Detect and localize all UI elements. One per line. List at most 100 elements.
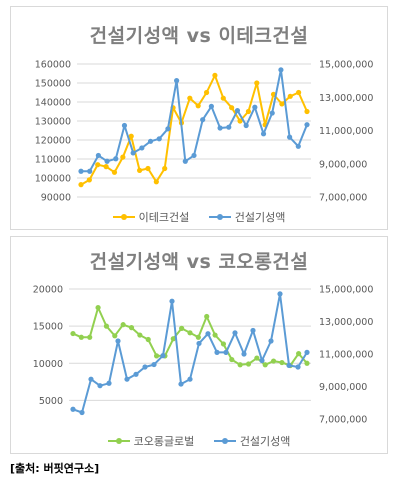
right-axis-tick-label: 13,000,000 <box>319 93 373 104</box>
legend-item-construction: 건설기성액 <box>208 209 285 225</box>
data-point <box>95 304 101 311</box>
right-axis-tick-label: 15,000,000 <box>319 285 373 296</box>
data-point <box>111 169 118 175</box>
data-point <box>268 338 274 344</box>
data-point <box>165 126 171 132</box>
legend-label: 이테크건설 <box>138 211 190 224</box>
data-point <box>70 406 76 412</box>
data-point <box>133 371 139 377</box>
data-point <box>295 143 301 149</box>
chart-panel-kolon: 건설기성액 vs 코오롱건설 20000 15000 10000 5000 15,000… <box>10 236 388 454</box>
data-point <box>237 362 243 368</box>
data-point <box>260 131 267 137</box>
data-point <box>103 164 109 170</box>
right-axis-tick-label: 9,000,000 <box>319 159 367 170</box>
data-point <box>279 101 285 107</box>
data-point <box>87 334 93 340</box>
data-point <box>278 67 284 73</box>
data-point <box>137 332 143 338</box>
data-point <box>254 80 260 86</box>
data-point <box>234 107 241 114</box>
data-point <box>212 332 218 338</box>
data-point <box>182 158 188 164</box>
data-point <box>97 383 103 389</box>
data-point <box>200 117 206 123</box>
data-point <box>296 351 302 357</box>
data-point <box>103 323 110 329</box>
data-point <box>78 168 84 174</box>
data-point <box>241 351 247 357</box>
legend-swatch-blue <box>213 437 236 445</box>
left-axis-tick-label: 100000 <box>35 174 71 185</box>
data-point <box>252 104 258 110</box>
data-point <box>287 93 293 99</box>
data-point <box>151 361 157 368</box>
data-point <box>87 168 93 174</box>
data-point <box>304 360 310 366</box>
left-axis-tick-label: 140000 <box>35 98 71 109</box>
data-point <box>156 136 162 142</box>
data-point <box>174 78 180 84</box>
legend-label: 코오롱글로벌 <box>133 435 195 448</box>
data-point <box>124 376 130 382</box>
data-point <box>296 89 302 96</box>
data-point <box>160 353 166 359</box>
data-point <box>95 152 101 159</box>
chart-panel-etech: 건설기성액 vs 이테크건설 160000 150000 140000 130000 1… <box>10 6 388 230</box>
data-point <box>250 327 256 334</box>
data-point <box>86 177 92 183</box>
data-point <box>287 134 293 140</box>
right-axis-tick-label: 9,000,000 <box>319 382 367 393</box>
data-point <box>279 359 285 366</box>
data-point <box>195 334 201 340</box>
right-axis-tick-label: 7,000,000 <box>319 193 367 204</box>
legend-item-kolon: 코오롱글로벌 <box>107 433 195 449</box>
data-point <box>220 341 227 347</box>
data-point <box>153 179 159 185</box>
data-point <box>121 122 128 129</box>
legend-swatch-blue <box>208 213 231 221</box>
left-axis-tick-label: 110000 <box>35 155 71 166</box>
data-point <box>270 358 277 364</box>
left-axis-tick-label: 90000 <box>41 193 71 204</box>
data-point <box>178 381 184 387</box>
data-point <box>229 356 235 363</box>
chart-title: 건설기성액 vs 이테크건설 <box>89 25 309 47</box>
data-point <box>70 330 76 337</box>
chart-legend: 이테크건설 건설기성액 <box>11 209 387 225</box>
legend-item-etech: 이테크건설 <box>112 209 190 225</box>
data-point <box>259 357 265 364</box>
data-point <box>120 154 126 160</box>
data-point <box>277 291 283 297</box>
right-axis-tick-label: 11,000,000 <box>319 350 373 361</box>
data-point <box>245 361 252 367</box>
data-point <box>128 133 134 139</box>
data-point <box>170 336 176 342</box>
chart-legend: 코오롱글로벌 건설기성액 <box>11 433 387 449</box>
data-point <box>304 349 310 355</box>
data-point <box>136 167 143 173</box>
data-point <box>139 145 145 151</box>
data-point <box>187 330 193 336</box>
data-point <box>95 162 101 168</box>
source-note: [출처: 버핏연구소] <box>10 462 100 475</box>
data-point <box>203 89 210 96</box>
left-axis-tick-label: 5000 <box>39 396 63 407</box>
right-axis-tick-label: 7,000,000 <box>319 415 367 426</box>
data-point <box>120 322 126 328</box>
data-point <box>245 108 252 115</box>
legend-swatch-green <box>107 437 130 445</box>
right-axis-tick-label: 15,000,000 <box>319 60 373 71</box>
data-point <box>295 364 301 370</box>
data-point <box>226 124 232 130</box>
data-point <box>104 158 110 164</box>
data-point <box>269 110 275 116</box>
data-point <box>88 376 94 382</box>
data-point <box>254 355 260 361</box>
left-axis-tick-label: 20000 <box>33 285 63 296</box>
data-point <box>112 333 118 339</box>
data-point <box>214 349 220 355</box>
data-point <box>145 336 151 343</box>
data-point <box>106 380 112 386</box>
data-point <box>187 95 193 101</box>
